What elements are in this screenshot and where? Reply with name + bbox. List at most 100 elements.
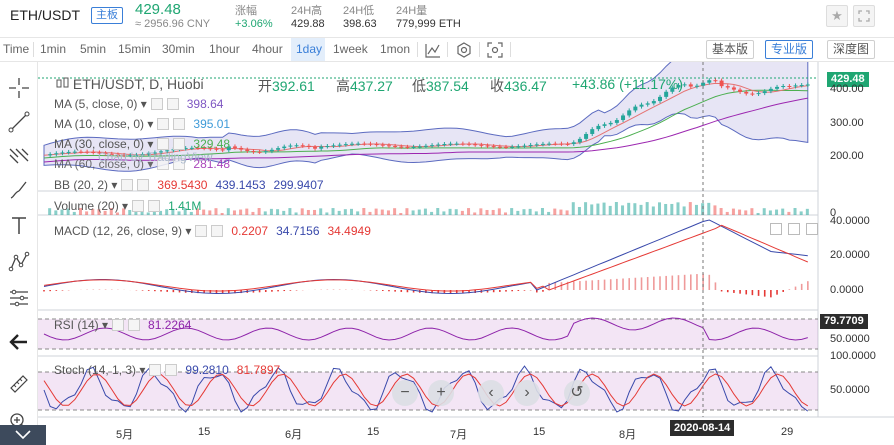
ma5-legend[interactable]: MA (5, close, 0) ▾ 398.64 xyxy=(54,97,224,111)
close-icon[interactable] xyxy=(165,364,178,376)
close-icon[interactable] xyxy=(148,200,161,212)
candle-body xyxy=(85,151,90,153)
candle-body xyxy=(423,145,428,147)
candle-body xyxy=(775,86,780,89)
interval-time[interactable]: Time xyxy=(3,42,30,56)
eye-icon[interactable] xyxy=(150,98,163,110)
collapse-panel-button[interactable] xyxy=(0,425,46,445)
volume-bar xyxy=(343,209,347,215)
screenshot-icon[interactable] xyxy=(487,42,503,58)
pane-close-icon[interactable] xyxy=(806,223,818,235)
interval-15min[interactable]: 15min xyxy=(118,42,151,56)
pattern-icon[interactable] xyxy=(0,244,38,278)
interval-1day[interactable]: 1day xyxy=(291,38,325,61)
interval-1min[interactable]: 1min xyxy=(40,42,67,56)
interval-1hour[interactable]: 1hour xyxy=(209,42,240,56)
macd-legend[interactable]: MACD (12, 26, close, 9) ▾ 0.2207 34.7156 34… xyxy=(54,224,371,238)
rsi-name: RSI (14) xyxy=(54,318,99,332)
eye-icon[interactable] xyxy=(132,200,145,212)
back-arrow-icon[interactable] xyxy=(0,324,38,358)
interval-5min[interactable]: 5min xyxy=(80,42,107,56)
fullscreen-icon[interactable] xyxy=(853,5,875,27)
plus-icon[interactable]: + xyxy=(428,380,454,406)
interval-30min[interactable]: 30min xyxy=(162,42,195,56)
measure-icon[interactable] xyxy=(0,280,38,314)
candle-body xyxy=(744,91,749,94)
scroll-right-icon[interactable]: › xyxy=(514,380,540,406)
close-icon[interactable] xyxy=(173,118,186,130)
candle-body xyxy=(122,154,127,156)
pane-up-icon[interactable] xyxy=(770,223,782,235)
macd-line xyxy=(43,219,808,295)
candle-body xyxy=(66,151,71,153)
candle-body xyxy=(294,145,299,147)
ohlc-open-value: 392.61 xyxy=(272,78,315,94)
ma30-legend[interactable]: MA (30, close, 0) ▾ 329.48 xyxy=(54,137,231,151)
text-icon[interactable] xyxy=(0,208,38,242)
settings-icon[interactable] xyxy=(456,42,472,58)
mode-basic[interactable]: 基本版 xyxy=(706,40,755,59)
volume-bar xyxy=(799,211,803,215)
candle-body xyxy=(491,146,496,148)
brush-icon[interactable] xyxy=(0,172,38,206)
candle-body xyxy=(325,146,330,148)
interval-1mon[interactable]: 1mon xyxy=(380,42,411,56)
close-icon[interactable] xyxy=(211,225,224,237)
candle-body xyxy=(738,89,743,92)
eye-icon[interactable] xyxy=(157,118,170,130)
eye-icon[interactable] xyxy=(121,179,134,191)
chart-canvas[interactable] xyxy=(38,62,894,445)
close-icon[interactable] xyxy=(173,138,186,150)
mode-depth[interactable]: 深度图 xyxy=(827,40,876,59)
candle-body xyxy=(331,145,336,147)
volume-bar xyxy=(380,209,384,215)
close-icon[interactable] xyxy=(173,158,186,170)
crosshair-icon[interactable] xyxy=(0,70,38,104)
volume-bar xyxy=(60,209,64,215)
eye-icon[interactable] xyxy=(157,138,170,150)
change-label: 涨幅 xyxy=(235,5,257,17)
stoch-legend[interactable]: Stoch (14, 1, 3) ▾ 99.2810 81.7897 xyxy=(54,363,281,377)
volume-bar xyxy=(386,210,390,215)
volume-bar xyxy=(547,211,551,215)
close-icon[interactable] xyxy=(166,98,179,110)
eye-icon[interactable] xyxy=(195,225,208,237)
volume-legend[interactable]: Volume (20) ▾ 1.41M xyxy=(54,199,202,213)
rsi-legend[interactable]: RSI (14) ▾ 81.2264 xyxy=(54,318,192,332)
vol24-label: 24H量 xyxy=(396,5,428,17)
trend-line-icon[interactable] xyxy=(0,104,38,138)
ma30-value: 329.48 xyxy=(193,137,231,151)
minus-icon[interactable]: − xyxy=(392,380,418,406)
chart-area[interactable]: ETH/USDT, D, Huobi 开392.61 高437.27 低387.… xyxy=(38,62,894,445)
eye-icon[interactable] xyxy=(149,364,162,376)
candle-body xyxy=(202,147,207,149)
close-icon[interactable] xyxy=(128,319,141,331)
volume-bar xyxy=(762,208,766,215)
volume-bar xyxy=(442,211,446,215)
eye-icon[interactable] xyxy=(157,158,170,170)
fib-icon[interactable] xyxy=(0,138,38,172)
interval-1week[interactable]: 1week xyxy=(333,42,368,56)
bb-legend[interactable]: BB (20, 2) ▾ 369.5430 439.1453 299.9407 xyxy=(54,178,324,192)
macd-tick: 0.0000 xyxy=(830,284,864,296)
volume-bar xyxy=(614,202,618,215)
eye-icon[interactable] xyxy=(112,319,125,331)
interval-4hour[interactable]: 4hour xyxy=(252,42,283,56)
reset-icon[interactable]: ↺ xyxy=(564,380,590,406)
ruler-icon[interactable] xyxy=(0,366,38,400)
scroll-left-icon[interactable]: ‹ xyxy=(478,380,504,406)
star-icon[interactable]: ★ xyxy=(826,5,848,27)
volume-bar xyxy=(226,208,230,215)
ma60-legend[interactable]: MA (60, close, 0) ▾ 281.48 xyxy=(54,157,231,171)
divider xyxy=(33,42,34,57)
close-icon[interactable] xyxy=(137,179,150,191)
candle-body xyxy=(417,146,422,148)
pair-name[interactable]: ETH/USDT xyxy=(10,7,80,23)
indicators-icon[interactable] xyxy=(425,42,441,58)
mode-pro[interactable]: 专业版 xyxy=(765,40,814,59)
volume-bar xyxy=(66,208,70,215)
pane-down-icon[interactable] xyxy=(788,223,800,235)
ma10-legend[interactable]: MA (10, close, 0) ▾ 395.01 xyxy=(54,117,231,131)
candle-body xyxy=(128,155,133,157)
high24-label: 24H高 xyxy=(291,5,323,17)
